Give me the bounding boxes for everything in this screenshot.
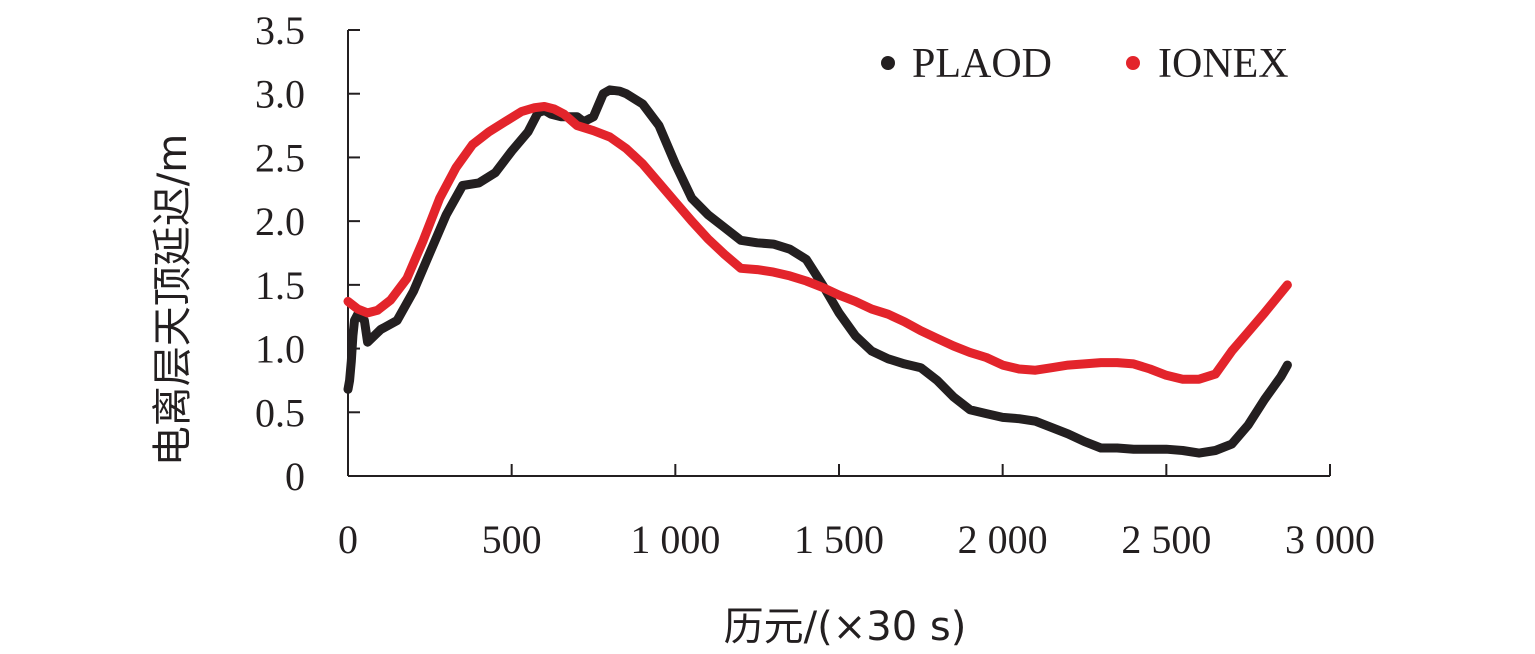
x-tick-label: 1 500	[794, 517, 884, 562]
legend-label-ionex: IONEX	[1158, 41, 1289, 87]
y-ticks: 0 0.5 1.0 1.5 2.0 2.5 3.0 3.5	[255, 8, 360, 499]
x-tick-label: 2 500	[1121, 517, 1211, 562]
y-tick-label: 3.0	[255, 72, 305, 117]
x-tick-label: 0	[338, 517, 358, 562]
y-tick-label: 3.5	[255, 8, 305, 53]
x-tick-label: 3 000	[1285, 517, 1375, 562]
x-tick-label: 500	[482, 517, 542, 562]
series-line-ionex	[343, 102, 1292, 384]
y-axis-title: 电离层天顶延迟/m	[150, 134, 196, 466]
x-tick-label: 2 000	[958, 517, 1048, 562]
axes	[347, 30, 1330, 477]
legend-marker-ionex	[1126, 56, 1140, 70]
series-line-plaod	[343, 85, 1292, 458]
y-tick-label: 0.5	[255, 390, 305, 435]
y-tick-label: 1.0	[255, 327, 305, 372]
y-tick-label: 0	[285, 454, 305, 499]
x-ticks: 0 500 1 000 1 500 2 000 2 500 3 000	[338, 464, 1375, 562]
y-tick-label: 1.5	[255, 263, 305, 308]
legend-marker-plaod	[881, 56, 895, 70]
series-layer	[343, 85, 1292, 458]
x-axis-title: 历元/(×30 s)	[724, 604, 967, 650]
y-tick-label: 2.0	[255, 199, 305, 244]
y-tick-label: 2.5	[255, 135, 305, 180]
legend-label-plaod: PLAOD	[912, 41, 1052, 87]
x-tick-label: 1 000	[630, 517, 720, 562]
legend: PLAOD IONEX	[881, 41, 1289, 87]
